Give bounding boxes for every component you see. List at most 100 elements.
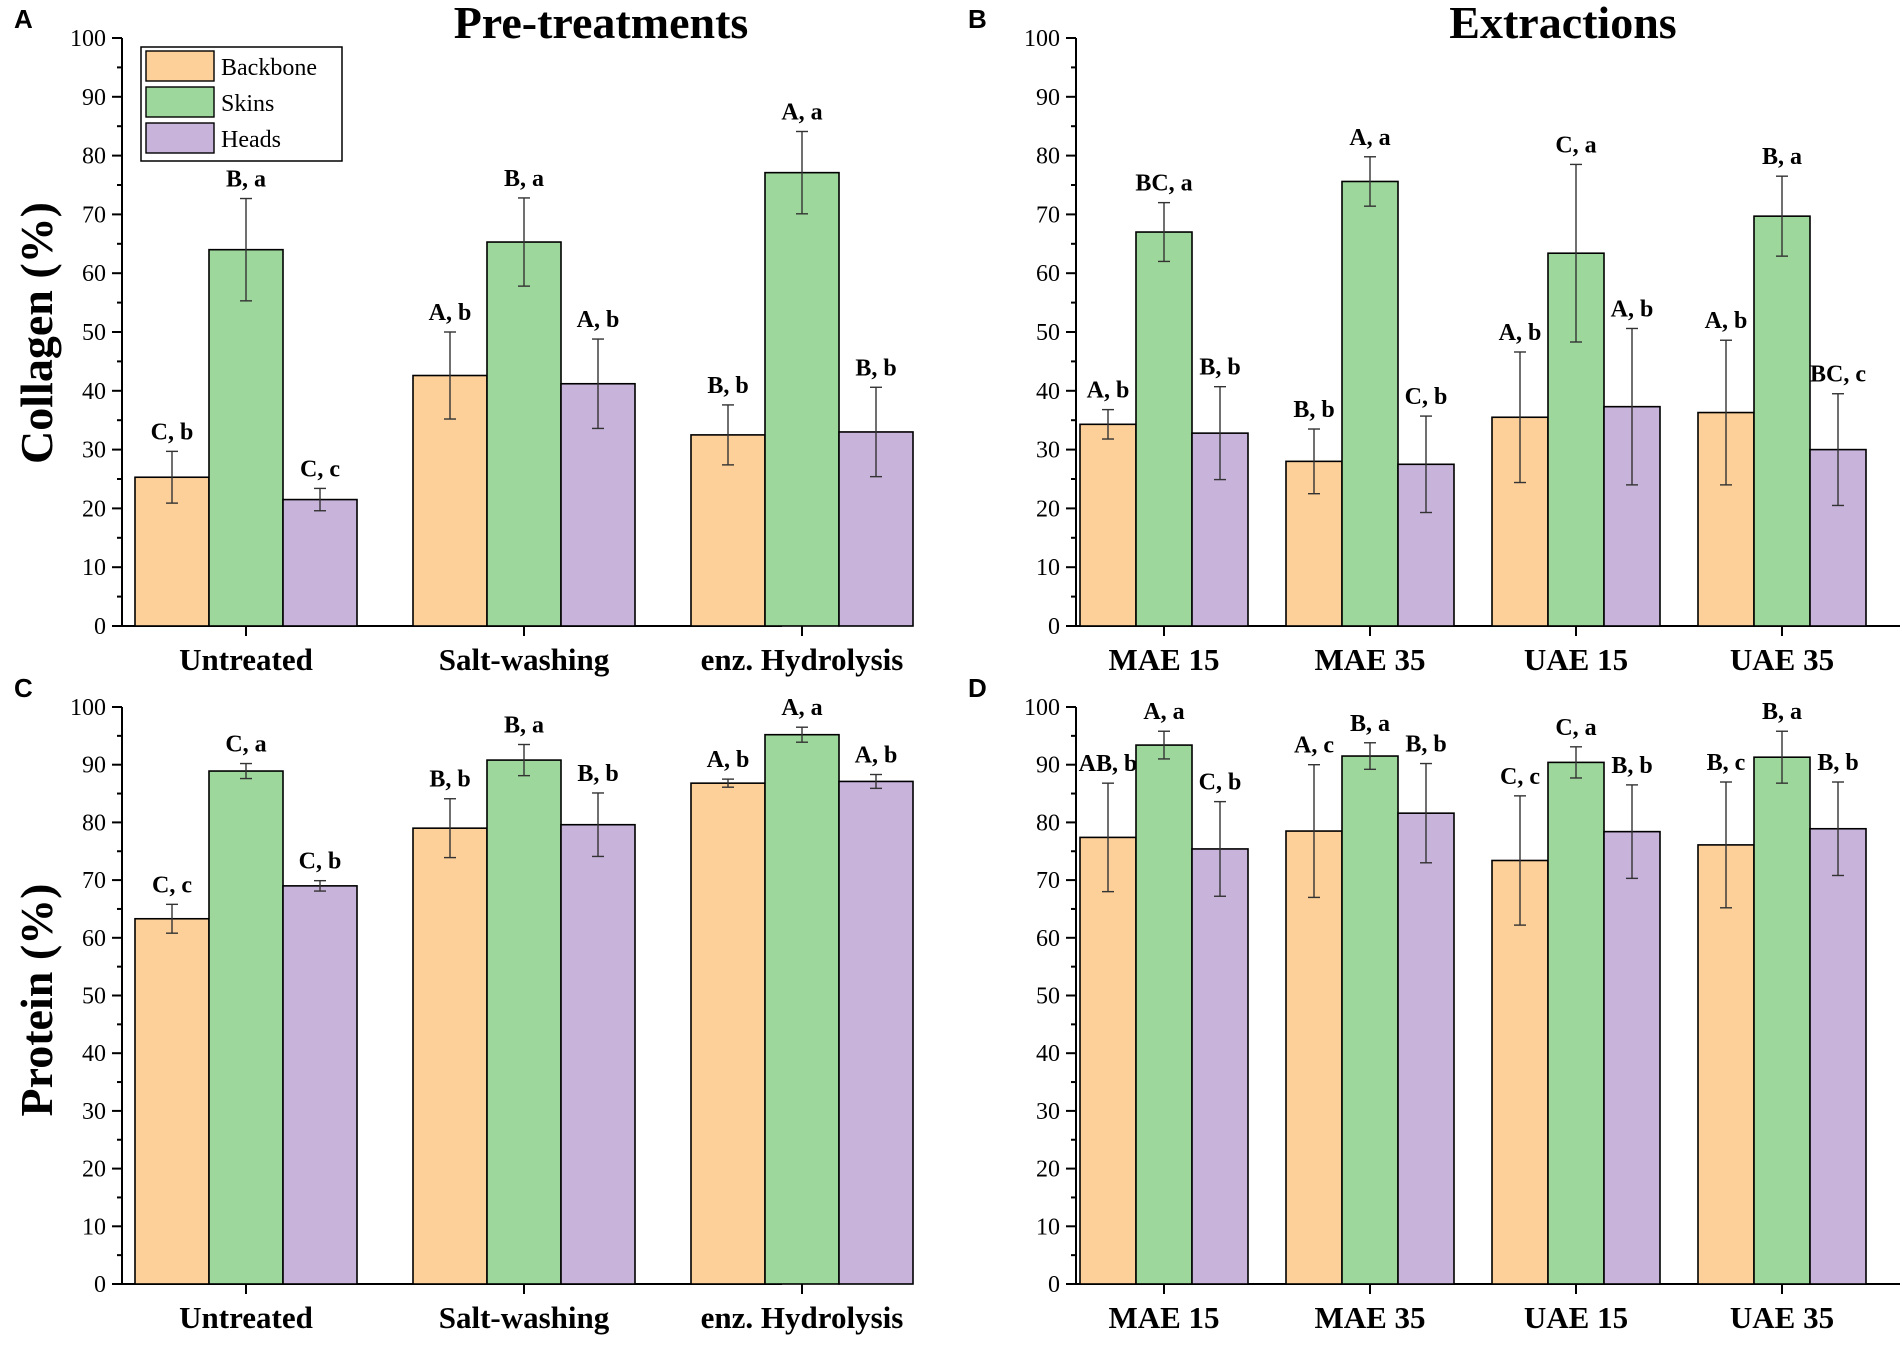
- y-tick-label: 30: [1036, 1099, 1060, 1125]
- bar-skins-enz-hydrolysis: [764, 733, 840, 1285]
- bar-skins-enz-hydrolysis: [764, 171, 840, 627]
- bar-heads-untreated: [282, 498, 358, 627]
- panel-letter: B: [968, 4, 987, 34]
- bar-label-backbone-uae-15: C, c: [1500, 764, 1540, 790]
- bar-heads-uae-15: [1603, 830, 1661, 1285]
- y-tick-label: 60: [82, 261, 106, 287]
- x-tick-label-uae-35: UAE 35: [1730, 642, 1834, 677]
- y-tick-label: 80: [1036, 810, 1060, 836]
- panel-c: C 0 10 20 30 40 50 60 70 80 90 100 Untreated C, c C, a…: [14, 673, 914, 1335]
- bar-backbone-untreated: [134, 917, 210, 1285]
- y-tick-label: 20: [1036, 1157, 1060, 1183]
- legend-label-backbone: Backbone: [221, 55, 317, 81]
- legend-label-heads: Heads: [221, 127, 281, 153]
- bar-skins-salt-washing: [486, 759, 562, 1285]
- x-tick-label-uae-15: UAE 15: [1524, 1300, 1628, 1335]
- bar-label-heads-mae-35: C, b: [1405, 384, 1448, 410]
- bar-skins-uae-35: [1753, 215, 1811, 627]
- bar-skins-untreated: [208, 770, 284, 1285]
- y-tick-label: 0: [94, 1272, 106, 1298]
- y-tick-label: 60: [82, 926, 106, 952]
- panel-letter: D: [968, 673, 987, 703]
- x-tick-label-mae-35: MAE 35: [1314, 642, 1425, 677]
- x-tick-label-untreated: Untreated: [179, 1300, 313, 1335]
- group-title-extractions: Extractions: [1449, 0, 1676, 48]
- bar-label-backbone-untreated: C, b: [151, 419, 194, 445]
- x-tick-label-mae-15: MAE 15: [1108, 1300, 1219, 1335]
- bar-label-backbone-uae-15: A, b: [1499, 320, 1542, 346]
- bar-skins-mae-35: [1341, 180, 1399, 627]
- y-tick-label: 80: [1036, 144, 1060, 170]
- bar-skins-mae-35: [1341, 755, 1399, 1285]
- bar-label-heads-mae-35: B, b: [1405, 732, 1446, 758]
- bar-backbone-mae-15: [1079, 836, 1137, 1285]
- panel-a: A 0 10 20 30 40 50 60 70 80 90 100 Untreated C, b B, a…: [14, 4, 914, 677]
- bar-label-skins-mae-15: A, a: [1143, 699, 1184, 725]
- bar-label-skins-salt-washing: B, a: [504, 713, 544, 739]
- panel-letter: C: [14, 673, 33, 703]
- bar-heads-uae-35: [1809, 827, 1867, 1285]
- bar-label-skins-uae-35: B, a: [1762, 144, 1802, 170]
- y-tick-label: 50: [1036, 984, 1060, 1010]
- x-tick-label-mae-15: MAE 15: [1108, 642, 1219, 677]
- panel-d: D 0 10 20 30 40 50 60 70 80 90 100 MAE 15 AB, bA, a C,…: [968, 673, 1900, 1335]
- y-tick-label: 50: [82, 320, 106, 346]
- x-tick-label-enz-hydrolysis: enz. Hydrolysis: [701, 642, 904, 677]
- y-tick-label: 30: [82, 438, 106, 464]
- bar-label-skins-mae-35: A, a: [1349, 125, 1390, 151]
- bar-backbone-enz-hydrolysis: [690, 434, 766, 627]
- bar-label-skins-mae-35: B, a: [1350, 711, 1390, 737]
- y-tick-label: 70: [1036, 202, 1060, 228]
- bar-backbone-mae-15: [1079, 423, 1137, 627]
- bar-label-skins-uae-15: C, a: [1555, 715, 1596, 741]
- y-tick-label: 90: [82, 753, 106, 779]
- bar-label-heads-untreated: C, b: [299, 849, 342, 875]
- bar-label-heads-salt-washing: A, b: [577, 307, 620, 333]
- bar-label-backbone-uae-35: B, c: [1707, 750, 1746, 776]
- bar-skins-uae-15: [1547, 761, 1605, 1285]
- bar-label-skins-uae-35: B, a: [1762, 699, 1802, 725]
- bar-label-backbone-salt-washing: A, b: [429, 300, 472, 326]
- x-tick-label-uae-15: UAE 15: [1524, 642, 1628, 677]
- bar-backbone-salt-washing: [412, 827, 488, 1285]
- bar-label-skins-enz-hydrolysis: A, a: [781, 695, 822, 721]
- bar-label-heads-enz-hydrolysis: B, b: [855, 355, 896, 381]
- legend: Backbone Skins Heads: [140, 46, 343, 162]
- y-tick-label: 10: [1036, 555, 1060, 581]
- y-tick-label: 70: [82, 202, 106, 228]
- bar-label-skins-uae-15: C, a: [1555, 132, 1596, 158]
- y-tick-label: 100: [70, 26, 106, 52]
- y-tick-label: 80: [82, 144, 106, 170]
- y-axis-label-protein: Protein (%): [11, 884, 62, 1117]
- bar-label-backbone-mae-15: AB, b: [1079, 751, 1138, 777]
- y-tick-label: 30: [1036, 438, 1060, 464]
- x-tick-label-salt-washing: Salt-washing: [439, 642, 610, 677]
- bar-backbone-enz-hydrolysis: [690, 782, 766, 1285]
- y-tick-label: 100: [1024, 26, 1060, 52]
- y-tick-label: 80: [82, 810, 106, 836]
- bar-label-heads-enz-hydrolysis: A, b: [855, 743, 898, 769]
- bar-label-heads-uae-15: A, b: [1611, 296, 1654, 322]
- y-tick-label: 0: [1048, 614, 1060, 640]
- y-tick-label: 10: [82, 1214, 106, 1240]
- bar-label-skins-salt-washing: B, a: [504, 166, 544, 192]
- y-tick-label: 10: [1036, 1214, 1060, 1240]
- x-tick-label-salt-washing: Salt-washing: [439, 1300, 610, 1335]
- bar-label-heads-mae-15: C, b: [1199, 770, 1242, 796]
- y-tick-label: 40: [1036, 1041, 1060, 1067]
- bar-label-backbone-untreated: C, c: [152, 872, 192, 898]
- bar-heads-mae-15: [1191, 848, 1249, 1285]
- bar-label-skins-mae-15: BC, a: [1135, 171, 1192, 197]
- y-tick-label: 40: [82, 1041, 106, 1067]
- bar-skins-salt-washing: [486, 241, 562, 627]
- bar-label-backbone-mae-15: A, b: [1087, 378, 1130, 404]
- bar-label-heads-salt-washing: B, b: [577, 761, 618, 787]
- bar-heads-salt-washing: [560, 823, 636, 1285]
- bar-label-heads-untreated: C, c: [300, 456, 340, 482]
- y-tick-label: 20: [82, 1157, 106, 1183]
- y-tick-label: 100: [70, 695, 106, 721]
- bar-label-backbone-mae-35: A, c: [1294, 733, 1334, 759]
- bar-label-backbone-salt-washing: B, b: [429, 767, 470, 793]
- bar-skins-mae-15: [1135, 231, 1193, 627]
